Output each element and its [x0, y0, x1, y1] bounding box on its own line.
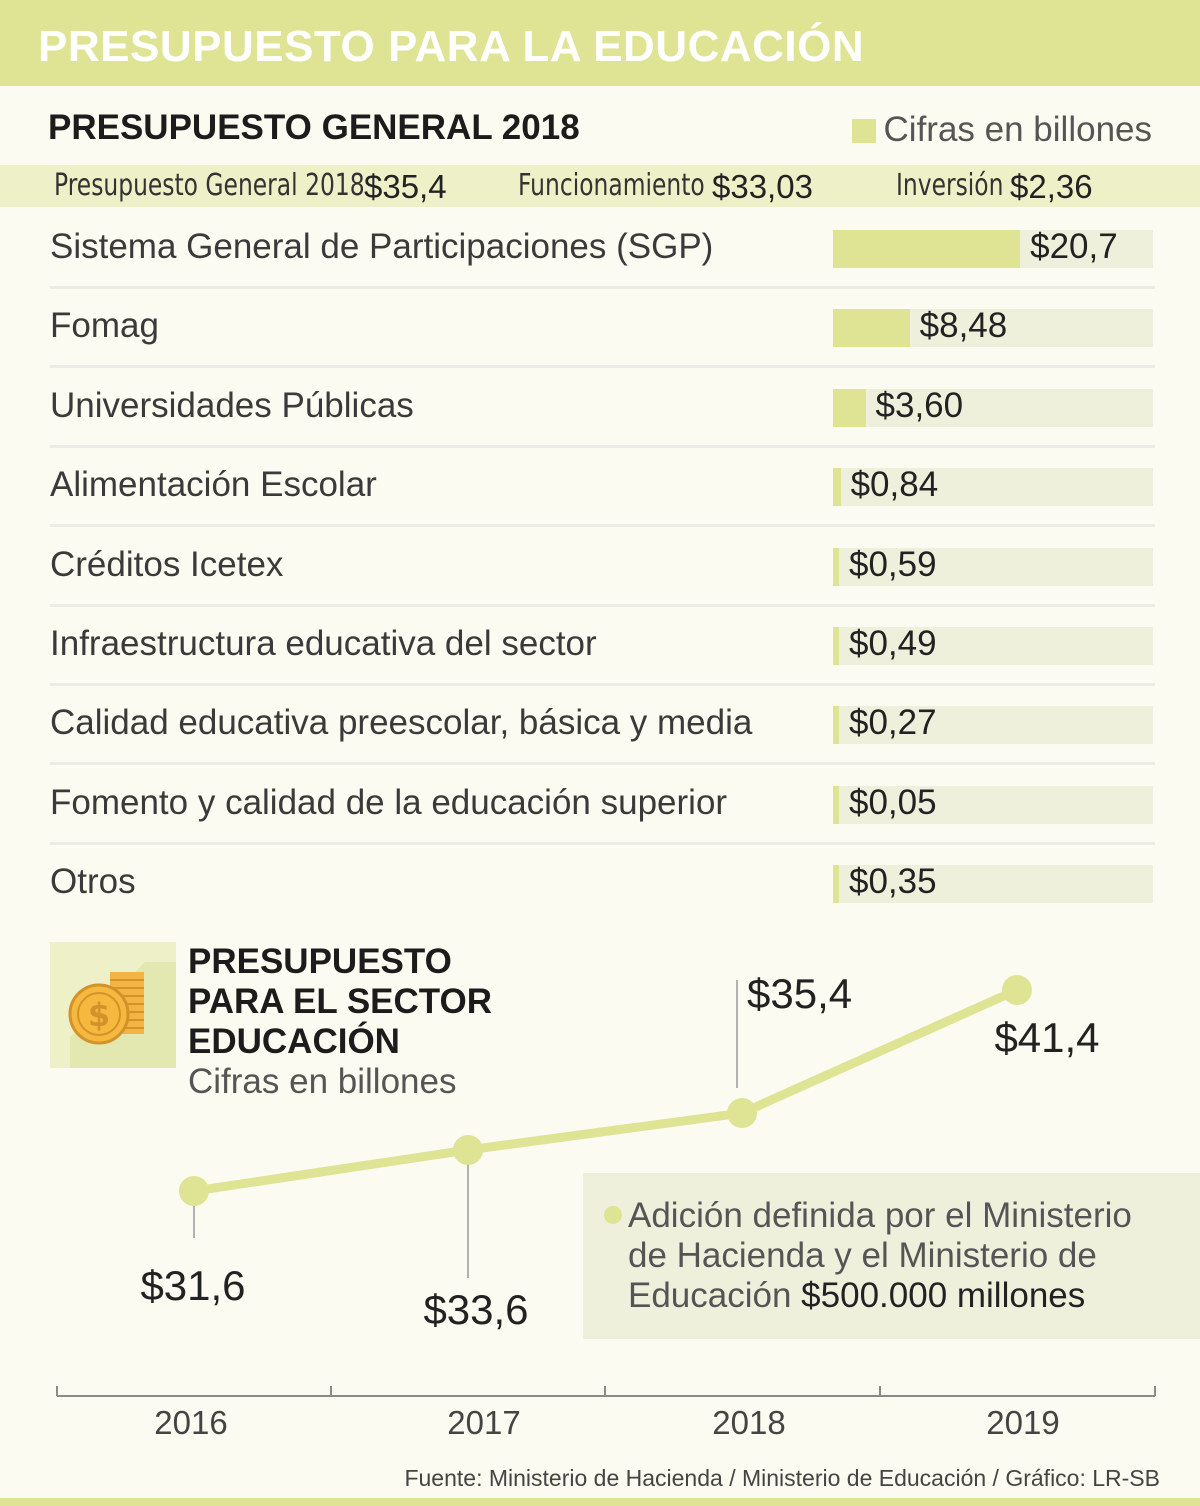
bar-value-0: $20,7: [1030, 227, 1118, 266]
budget-bar-chart: Sistema General de Participaciones (SGP)…: [50, 227, 1155, 904]
x-tick-label-2016: 2016: [154, 1404, 227, 1441]
summary-value-total: $35,4: [364, 168, 447, 205]
bar-label-4: Créditos Icetex: [50, 544, 284, 584]
coins-dollar-icon: $: [50, 942, 176, 1068]
footer-band: [0, 1498, 1200, 1506]
line-point-2016: [179, 1176, 209, 1206]
row-separator-6: [50, 762, 1155, 766]
bar-label-2: Universidades Públicas: [50, 385, 414, 425]
line-chart-title-line-3: EDUCACIÓN: [188, 1022, 400, 1061]
line-point-2018: [727, 1098, 757, 1129]
bar-value-2: $3,60: [875, 385, 964, 425]
line-chart-title-line-1: PRESUPUESTO: [188, 942, 452, 981]
line-series: [193, 985, 1019, 1196]
summary-value-operation: $33,03: [712, 168, 813, 205]
summary-label-total: Presupuesto General 2018: [54, 168, 365, 203]
bar-value-7: $0,05: [849, 782, 937, 822]
bar-6: [833, 706, 839, 745]
note-line-2: de Hacienda y el Ministerio de: [628, 1236, 1097, 1275]
bar-track-2: [833, 388, 1153, 427]
bar-label-6: Calidad educativa preescolar, básica y m…: [50, 703, 753, 743]
bar-5: [833, 627, 839, 665]
bar-value-6: $0,27: [849, 703, 937, 743]
bar-label-7: Fomento y calidad de la educación superi…: [50, 782, 728, 822]
line-chart-subtitle: Cifras en billones: [188, 1062, 457, 1101]
line-value-2018: $35,4: [747, 970, 852, 1017]
section-title: PRESUPUESTO GENERAL 2018: [48, 108, 580, 147]
page-title: PRESUPUESTO PARA LA EDUCACIÓN: [38, 22, 865, 71]
row-separator-0: [50, 286, 1155, 289]
bar-label-8: Otros: [50, 862, 136, 902]
bar-3: [833, 468, 841, 507]
bar-value-8: $0,35: [849, 862, 937, 902]
x-tick-label-2019: 2019: [986, 1404, 1059, 1441]
note-line-1: Adición definida por el Ministerio: [628, 1196, 1132, 1235]
row-separator-3: [50, 524, 1155, 528]
bar-label-5: Infraestructura educativa del sector: [50, 624, 597, 663]
note-text: Adición definida por el Ministerio de Ha…: [628, 1196, 1132, 1316]
row-separator-7: [50, 841, 1155, 845]
bar-track-5: [833, 627, 1153, 665]
legend-swatch: [851, 119, 876, 143]
row-separator-1: [50, 365, 1155, 369]
bar-value-4: $0,59: [849, 544, 937, 584]
line-chart-title-line-2: PARA EL SECTOR: [188, 982, 493, 1021]
line-point-2019: [1002, 975, 1032, 1005]
bar-label-3: Alimentación Escolar: [50, 465, 377, 505]
summary-label-operation: Funcionamiento: [518, 168, 705, 203]
svg-text:$: $: [88, 996, 110, 1034]
bar-track-4: [833, 547, 1153, 586]
bar-4: [833, 547, 839, 586]
source-note: Fuente: Ministerio de Hacienda / Ministe…: [404, 1465, 1160, 1491]
summary-band: [0, 165, 1200, 207]
legend: Cifras en billones: [851, 110, 1152, 150]
note-bullet: [604, 1206, 622, 1224]
x-tick-label-2017: 2017: [447, 1404, 520, 1441]
x-tick-label-2018: 2018: [712, 1404, 785, 1441]
note-box: [583, 1173, 1200, 1339]
note-line-3-prefix: Educación: [628, 1276, 802, 1315]
bar-value-3: $0,84: [850, 465, 939, 505]
note-line-3: Educación $500.000 millones: [628, 1276, 1132, 1316]
line-chart-title: PRESUPUESTO PARA EL SECTOR EDUCACIÓN: [188, 942, 492, 1062]
line-value-2019: $41,4: [994, 1014, 1099, 1061]
row-separator-4: [50, 603, 1155, 607]
bar-7: [833, 785, 839, 824]
bar-label-1: Fomag: [50, 306, 159, 346]
note-amount: $500.000 millones: [801, 1276, 1086, 1315]
bar-1: [833, 309, 910, 348]
bar-value-1: $8,48: [919, 306, 1008, 346]
bar-0: [833, 230, 1021, 268]
bar-track-3: [833, 468, 1153, 507]
summary-value-investment: $2,36: [1010, 168, 1093, 205]
header-band: [0, 0, 1200, 86]
line-point-2017: [453, 1134, 483, 1165]
bar-8: [833, 865, 839, 904]
line-value-2016: $31,6: [140, 1262, 245, 1309]
summary-label-investment: Inversión: [896, 168, 1004, 203]
bar-track-1: [833, 309, 1153, 348]
row-separator-2: [50, 444, 1155, 448]
row-separator-5: [50, 683, 1155, 686]
bar-label-0: Sistema General de Participaciones (SGP): [50, 227, 714, 266]
bar-track-6: [833, 706, 1153, 745]
bar-value-5: $0,49: [849, 624, 937, 663]
legend-label: Cifras en billones: [883, 110, 1152, 149]
bar-track-8: [833, 865, 1153, 904]
bar-track-7: [833, 785, 1153, 824]
line-value-2017: $33,6: [423, 1286, 528, 1333]
bar-2: [833, 388, 866, 427]
bar-track-0: [833, 230, 1153, 268]
